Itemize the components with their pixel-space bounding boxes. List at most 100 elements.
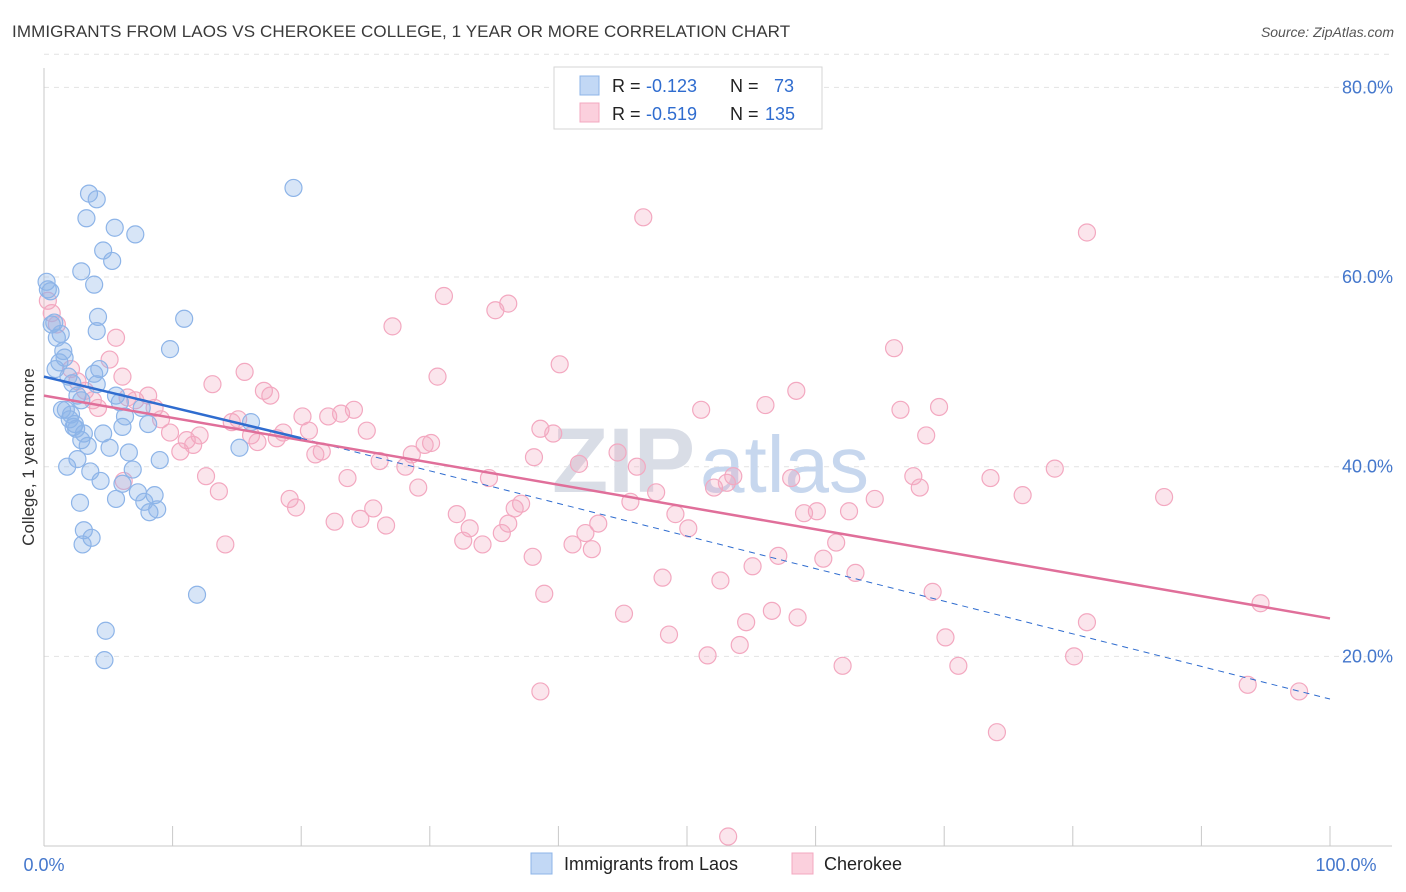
watermark-atlas: atlas (700, 420, 869, 509)
cherokee-point (910, 478, 929, 497)
cherokee-point (865, 489, 884, 509)
cherokee-point (376, 516, 396, 535)
cherokee-point (1013, 486, 1032, 505)
laos-point (74, 521, 93, 540)
laos-point (150, 450, 169, 470)
laos-point (82, 528, 101, 547)
laos-point (94, 241, 113, 260)
gridlines (44, 53, 1392, 657)
cherokee-point (1077, 223, 1097, 242)
cherokee-point (415, 435, 434, 454)
cherokee-point (113, 367, 132, 386)
laos-point (54, 341, 73, 361)
laos-point (37, 272, 56, 291)
cherokee-trend-line (43, 394, 1331, 620)
cherokee-point (88, 398, 108, 418)
series-legend: Immigrants from Laos Cherokee (530, 852, 902, 875)
laos-point (67, 419, 86, 438)
stats-n-label-cherokee: N = (730, 104, 759, 124)
laos-point (91, 471, 110, 491)
stats-legend-swatch-cherokee (579, 102, 600, 123)
laos-point (284, 178, 303, 198)
cherokee-point (634, 208, 653, 227)
cherokee-point (351, 509, 370, 528)
y-tick-label: 60.0% (1342, 267, 1393, 287)
cherokee-point (325, 512, 344, 531)
cherokee-point (730, 635, 749, 655)
cherokee-point (1251, 594, 1270, 613)
cherokee-point (987, 723, 1007, 742)
laos-point (100, 438, 119, 457)
laos-point (123, 460, 142, 479)
cherokee-point (666, 505, 685, 524)
cherokee-point (190, 426, 209, 445)
laos-point (187, 585, 207, 604)
cherokee-point (653, 568, 672, 587)
cherokee-point (364, 499, 383, 518)
cherokee-point (492, 523, 511, 543)
laos-point (70, 493, 90, 512)
cherokee-point (428, 367, 447, 386)
cherokee-point (782, 468, 801, 488)
cherokee-point (589, 514, 608, 533)
laos-point (106, 489, 126, 509)
cherokee-point (338, 468, 357, 488)
trend-lines (43, 375, 1331, 700)
legend-swatch-laos (530, 852, 553, 875)
laos-trend-line (43, 375, 302, 440)
cherokee-point (209, 482, 228, 501)
cherokee-point (659, 625, 679, 644)
cherokee-point (499, 514, 518, 533)
laos-point (175, 309, 194, 328)
cherokee-point (627, 457, 646, 476)
laos-point (119, 443, 138, 462)
stats-legend-swatch-laos (579, 75, 600, 96)
laos-point (103, 251, 122, 271)
laos-point (45, 313, 64, 332)
cherokee-point (827, 533, 846, 552)
cherokee-point (692, 400, 711, 419)
x-tick-marks (43, 826, 1331, 846)
cherokee-point (807, 502, 826, 521)
cherokee-point (762, 601, 781, 620)
laos-point (113, 417, 132, 436)
laos-point (77, 209, 96, 228)
cherokee-point (531, 682, 550, 701)
y-tick-label: 80.0% (1342, 77, 1393, 97)
laos-point (145, 486, 164, 505)
stats-n-label-laos: N = (730, 76, 759, 96)
cherokee-point (434, 286, 454, 306)
laos-point (68, 450, 87, 469)
cherokee-point (936, 628, 955, 647)
cherokee-point (711, 571, 730, 590)
legend-swatch-cherokee (791, 852, 814, 875)
cherokee-point (717, 473, 736, 492)
laos-point (139, 414, 158, 434)
laos-point (73, 535, 92, 554)
cherokee-point (261, 386, 280, 405)
laos-point (85, 275, 104, 294)
cherokee-point (884, 339, 904, 358)
cherokee-point (1238, 675, 1257, 694)
laos-trend-extension (301, 437, 1331, 700)
cherokee-point (1155, 487, 1174, 507)
cherokee-point (512, 494, 531, 513)
series-cherokee-points (38, 208, 1309, 846)
cherokee-point (196, 467, 216, 486)
laos-point (58, 457, 77, 476)
cherokee-point (299, 421, 319, 440)
laos-point (126, 225, 145, 244)
laos-point (87, 190, 106, 209)
laos-point (60, 410, 79, 429)
cherokee-point (473, 535, 492, 554)
laos-point (95, 651, 114, 670)
laos-point (38, 280, 57, 299)
cherokee-point (929, 397, 949, 417)
cherokee-point (891, 400, 910, 419)
cherokee-point (235, 362, 254, 381)
stats-r-label-cherokee: R = (612, 104, 641, 124)
cherokee-point (357, 421, 376, 440)
cherokee-point (724, 467, 743, 486)
laos-point (72, 262, 91, 281)
